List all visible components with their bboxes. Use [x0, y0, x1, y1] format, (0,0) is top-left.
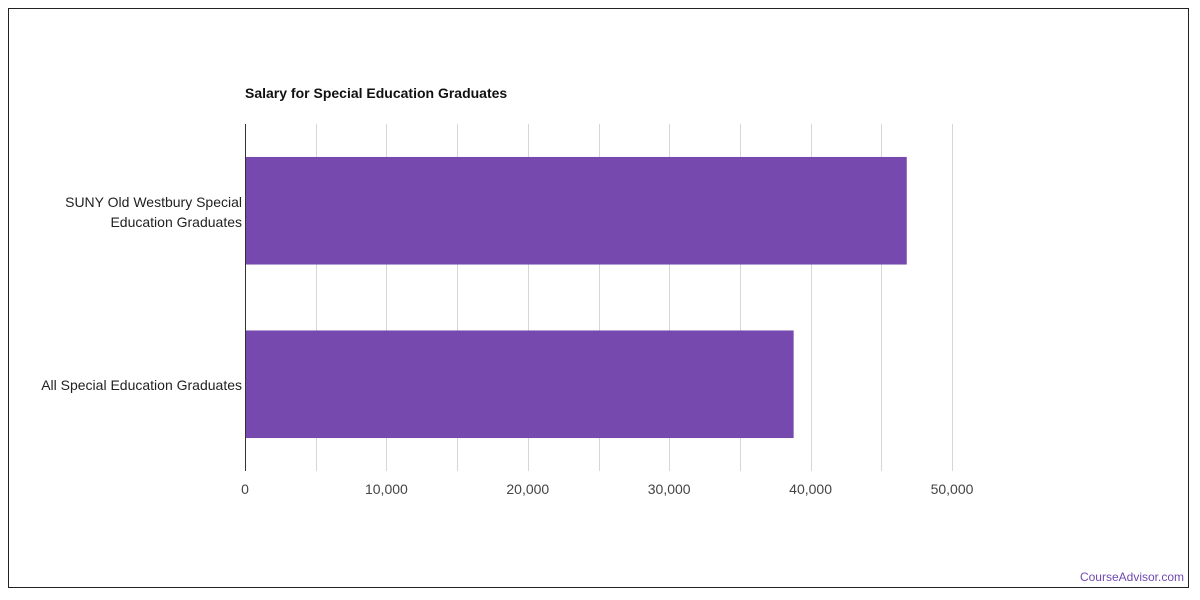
category-label-0: SUNY Old Westbury Special Education Gradu…: [65, 192, 242, 232]
x-tick-label: 0: [241, 481, 249, 497]
chart-frame: [8, 8, 1189, 588]
credit-link[interactable]: CourseAdvisor.com: [1079, 570, 1184, 584]
bar-1: [245, 330, 794, 439]
category-label-line: SUNY Old Westbury Special: [65, 193, 242, 210]
category-label-1: All Special Education Graduates: [41, 375, 242, 395]
x-tick-label: 30,000: [647, 481, 691, 497]
chart-title: Salary for Special Education Graduates: [245, 85, 508, 101]
x-tick-label: 10,000: [364, 481, 408, 497]
category-label-line: All Special Education Graduates: [41, 377, 242, 394]
x-tick-label: 20,000: [506, 481, 550, 497]
bars: [245, 156, 907, 439]
x-tick-label: 50,000: [930, 481, 974, 497]
category-label-line: Education Graduates: [110, 213, 242, 230]
bar-0: [245, 156, 907, 265]
x-tick-label: 40,000: [789, 481, 833, 497]
